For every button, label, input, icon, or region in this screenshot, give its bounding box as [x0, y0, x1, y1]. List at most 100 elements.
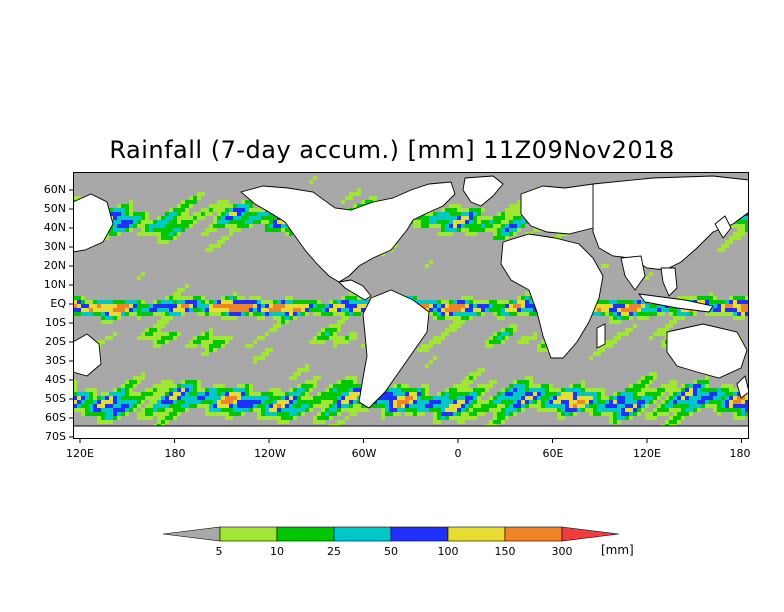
precip-cell: [357, 408, 361, 412]
precip-cell: [329, 336, 333, 340]
precip-cell: [709, 404, 713, 408]
precip-cell: [441, 316, 445, 320]
precip-cell: [109, 312, 113, 316]
precip-cell: [201, 352, 205, 356]
precip-cell: [721, 248, 725, 252]
precip-cell: [165, 320, 169, 324]
precip-cell: [337, 392, 341, 396]
precip-cell: [405, 388, 409, 392]
precip-cell: [489, 408, 493, 412]
precip-cell: [157, 224, 161, 228]
lat-label-70s: 70S: [45, 430, 66, 443]
precip-cell: [533, 404, 537, 408]
precip-cell: [213, 388, 217, 392]
precip-cell: [141, 216, 145, 220]
precip-cell: [293, 392, 297, 396]
precip-cell: [537, 392, 541, 396]
precip-cell: [321, 308, 325, 312]
precip-cell: [105, 412, 109, 416]
precip-cell: [649, 380, 653, 384]
precip-cell: [193, 220, 197, 224]
precip-cell: [277, 400, 281, 404]
precip-cell: [277, 300, 281, 304]
precip-cell: [521, 308, 525, 312]
precip-cell: [133, 220, 137, 224]
precip-cell: [473, 232, 477, 236]
precip-cell: [117, 392, 121, 396]
precip-cell: [513, 304, 517, 308]
precip-cell: [653, 312, 657, 316]
precip-cell: [93, 300, 97, 304]
australia-west-edge: [73, 333, 102, 377]
precip-cell: [213, 408, 217, 412]
precip-cell: [361, 408, 365, 412]
precip-cell: [249, 308, 253, 312]
precip-cell: [409, 388, 413, 392]
precip-cell: [393, 408, 397, 412]
precip-cell: [469, 220, 473, 224]
precip-cell: [673, 392, 677, 396]
precip-cell: [669, 416, 673, 420]
precip-cell: [313, 404, 317, 408]
precip-cell: [209, 412, 213, 416]
precip-cell: [565, 404, 569, 408]
precip-cell: [197, 396, 201, 400]
precip-cell: [285, 228, 289, 232]
precip-cell: [473, 224, 477, 228]
precip-cell: [549, 404, 553, 408]
precip-cell: [249, 400, 253, 404]
precip-cell: [413, 400, 417, 404]
precip-cell: [605, 412, 609, 416]
precip-cell: [513, 300, 517, 304]
precip-cell: [89, 404, 93, 408]
precip-cell: [745, 412, 749, 416]
precip-cell: [537, 388, 541, 392]
precip-cell: [417, 220, 421, 224]
precip-cell: [229, 204, 233, 208]
precip-cell: [505, 308, 509, 312]
precip-cell: [449, 308, 453, 312]
precip-cell: [445, 308, 449, 312]
precip-cell: [301, 368, 305, 372]
precip-cell: [453, 384, 457, 388]
precip-cell: [449, 204, 453, 208]
precip-cell: [517, 312, 521, 316]
precip-cell: [97, 340, 101, 344]
precip-cell: [177, 228, 181, 232]
precip-cell: [113, 412, 117, 416]
precip-cell: [325, 396, 329, 400]
precip-cell: [337, 408, 341, 412]
precip-cell: [609, 340, 613, 344]
precip-cell: [553, 400, 557, 404]
precip-cell: [281, 416, 285, 420]
precip-cell: [661, 308, 665, 312]
precip-cell: [637, 400, 641, 404]
lat-label-40n: 40N: [43, 221, 66, 234]
precip-cell: [689, 296, 693, 300]
precip-cell: [241, 208, 245, 212]
precip-cell: [573, 400, 577, 404]
precip-cell: [441, 216, 445, 220]
precip-cell: [349, 304, 353, 308]
precip-cell: [221, 220, 225, 224]
precip-cell: [469, 312, 473, 316]
precip-cell: [625, 388, 629, 392]
precip-cell: [593, 396, 597, 400]
precip-cell: [521, 304, 525, 308]
precip-cell: [249, 384, 253, 388]
precip-cell: [705, 388, 709, 392]
precip-cell: [421, 344, 425, 348]
precip-cell: [617, 420, 621, 424]
precip-cell: [197, 192, 201, 196]
precip-cell: [461, 208, 465, 212]
precip-cell: [461, 392, 465, 396]
colorbar-segment: [333, 526, 392, 542]
precip-cell: [517, 300, 521, 304]
precip-cell: [97, 420, 101, 424]
precip-cell: [657, 332, 661, 336]
precip-cell: [341, 312, 345, 316]
precip-cell: [257, 400, 261, 404]
precip-cell: [201, 332, 205, 336]
precip-cell: [457, 216, 461, 220]
precip-cell: [729, 240, 733, 244]
